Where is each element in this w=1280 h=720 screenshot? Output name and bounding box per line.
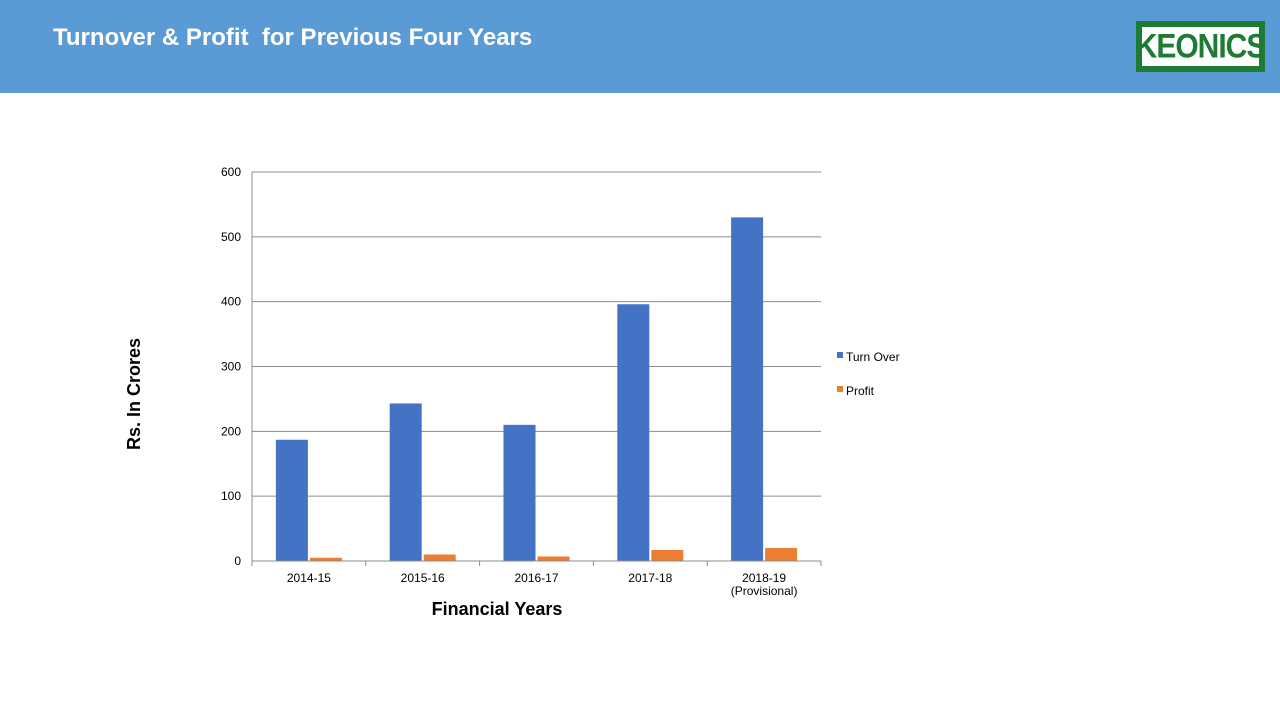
slide-header: Turnover & Profit for Previous Four Year… bbox=[0, 0, 1280, 93]
turnover-bar-2014-15 bbox=[275, 439, 308, 561]
legend-swatch-turnover bbox=[837, 352, 843, 358]
legend-label-profit: Profit bbox=[846, 384, 875, 398]
y-tick-label: 500 bbox=[221, 230, 241, 244]
turnover-bar-2018-19 bbox=[731, 217, 764, 561]
legend-label-turnover: Turn Over bbox=[846, 350, 900, 364]
bars bbox=[275, 217, 798, 561]
gridlines bbox=[252, 171, 821, 497]
profit-bar-2016-17 bbox=[537, 556, 570, 561]
x-axis-title: Financial Years bbox=[432, 599, 563, 619]
profit-bar-2015-16 bbox=[423, 554, 456, 561]
y-tick-label: 400 bbox=[221, 295, 241, 309]
x-tick-label: 2016-17 bbox=[514, 571, 558, 585]
keonics-logo: KEONICS bbox=[1136, 21, 1266, 72]
turnover-bar-2015-16 bbox=[389, 403, 422, 561]
x-tick-label: (Provisional) bbox=[731, 584, 798, 598]
slide-title: Turnover & Profit for Previous Four Year… bbox=[53, 24, 533, 51]
y-axis-title: Rs. In Crores bbox=[124, 338, 144, 450]
profit-bar-2017-18 bbox=[651, 549, 684, 561]
legend-swatch-profit bbox=[837, 386, 843, 392]
logo-text: KEONICS bbox=[1135, 26, 1267, 65]
y-tick-label: 0 bbox=[234, 554, 241, 568]
profit-bar-2014-15 bbox=[309, 557, 342, 561]
x-tick-label: 2015-16 bbox=[401, 571, 445, 585]
profit-bar-2018-19 bbox=[765, 548, 798, 561]
tick-labels: 0 100 200 300 400 500 600 2014-15 2015-16 2016-17… bbox=[221, 165, 797, 598]
turnover-bar-2017-18 bbox=[617, 304, 650, 561]
y-tick-label: 300 bbox=[221, 360, 241, 374]
legend: Turn Over Profit bbox=[837, 350, 900, 398]
x-tick-label: 2018-19 bbox=[742, 571, 786, 585]
y-tick-label: 100 bbox=[221, 489, 241, 503]
y-tick-label: 600 bbox=[221, 165, 241, 179]
turnover-bar-2016-17 bbox=[503, 424, 536, 561]
x-tick-label: 2014-15 bbox=[287, 571, 331, 585]
logo-frame: KEONICS bbox=[1136, 26, 1266, 67]
y-tick-label: 200 bbox=[221, 424, 241, 438]
x-tick-label: 2017-18 bbox=[628, 571, 672, 585]
axes bbox=[251, 172, 822, 566]
